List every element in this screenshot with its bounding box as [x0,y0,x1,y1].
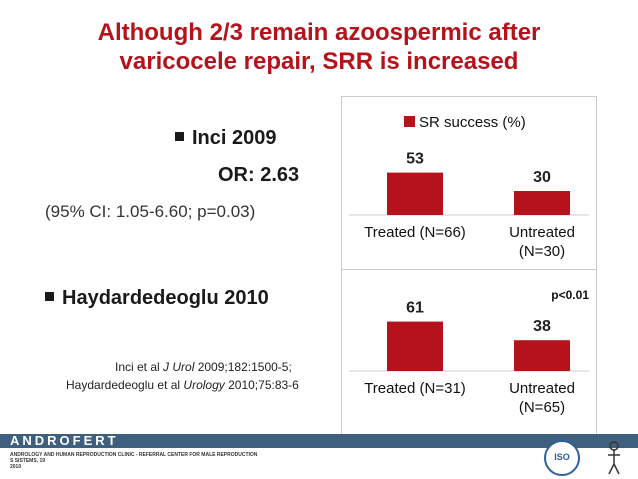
footer-line-2: S SISTEMS, 19 [10,458,46,464]
title-line-2: varicocele repair, SRR is increased [119,48,519,75]
odds-ratio-text: OR: 2.63 [218,164,300,186]
human-figure-icon [608,441,620,475]
category-label-2: (N=65) [519,399,565,416]
p-value-annotation: p<0.01 [551,288,589,302]
bullet-hay-text: Haydardedeoglu 2010 [62,287,269,309]
ref2-journal: Urology [183,378,225,392]
ref2-citation: 2010;75:83-6 [224,378,299,392]
data-label-1: 61 [406,300,424,317]
legend-label: SR success (%) [419,114,526,131]
chart-bottom: p<0.01 61 Treated (N=31) 38 Untreated (N=65) [349,288,589,416]
chart-top: SR success (%) 53 Treated (N=66) 30 Untreate… [349,114,589,260]
slide-title: Although 2/3 remain azoospermic after va… [30,18,608,76]
iso-seal-icon: ISO [544,440,580,476]
bullet-inci: Inci 2009 [175,127,277,150]
bullet-inci-text: Inci 2009 [192,127,277,149]
chart-divider [341,269,597,270]
confidence-interval-text: (95% CI: 1.05-6.60; p=0.03) [45,202,256,221]
bullet-square-icon [175,132,184,142]
bullet-square-icon [45,292,54,302]
legend-swatch [404,116,415,127]
footer-line-3: 2010 [10,464,22,470]
category-label-1: Treated (N=66) [364,224,466,241]
bar-1 [387,321,443,371]
footer-caption: ANDROLOGY AND HUMAN REPRODUCTION CLINIC … [10,452,257,470]
bullet-haydardedeoglu: Haydardedeoglu 2010 [45,287,269,310]
data-label-2: 38 [533,318,551,335]
data-label-1: 53 [406,151,424,168]
bar-1 [387,172,443,215]
reference-line-2: Haydardedeoglu et al Urology 2010;75:83-… [66,378,299,392]
androfert-logo: ANDROFERT [10,433,119,448]
reference-line-1: Inci et al J Urol 2009;182:1500-5; [115,360,292,374]
bar-2 [514,340,570,371]
title-line-1: Although 2/3 remain azoospermic after [97,19,541,46]
bar-2 [514,191,570,215]
ref2-authors: Haydardedeoglu et al [66,378,184,392]
iso-label: ISO [554,452,570,462]
footer-band [0,434,638,479]
category-label-2: Untreated [509,224,575,241]
category-label-2: (N=30) [519,243,565,260]
category-label-1: Treated (N=31) [364,380,466,397]
data-label-2: 30 [533,169,551,186]
footer-line-1: ANDROLOGY AND HUMAN REPRODUCTION CLINIC … [10,452,258,458]
ref1-journal: J Urol [163,360,195,374]
ref1-authors: Inci et al [115,360,164,374]
category-label-2: Untreated [509,380,575,397]
ref1-citation: 2009;182:1500-5; [194,360,292,374]
